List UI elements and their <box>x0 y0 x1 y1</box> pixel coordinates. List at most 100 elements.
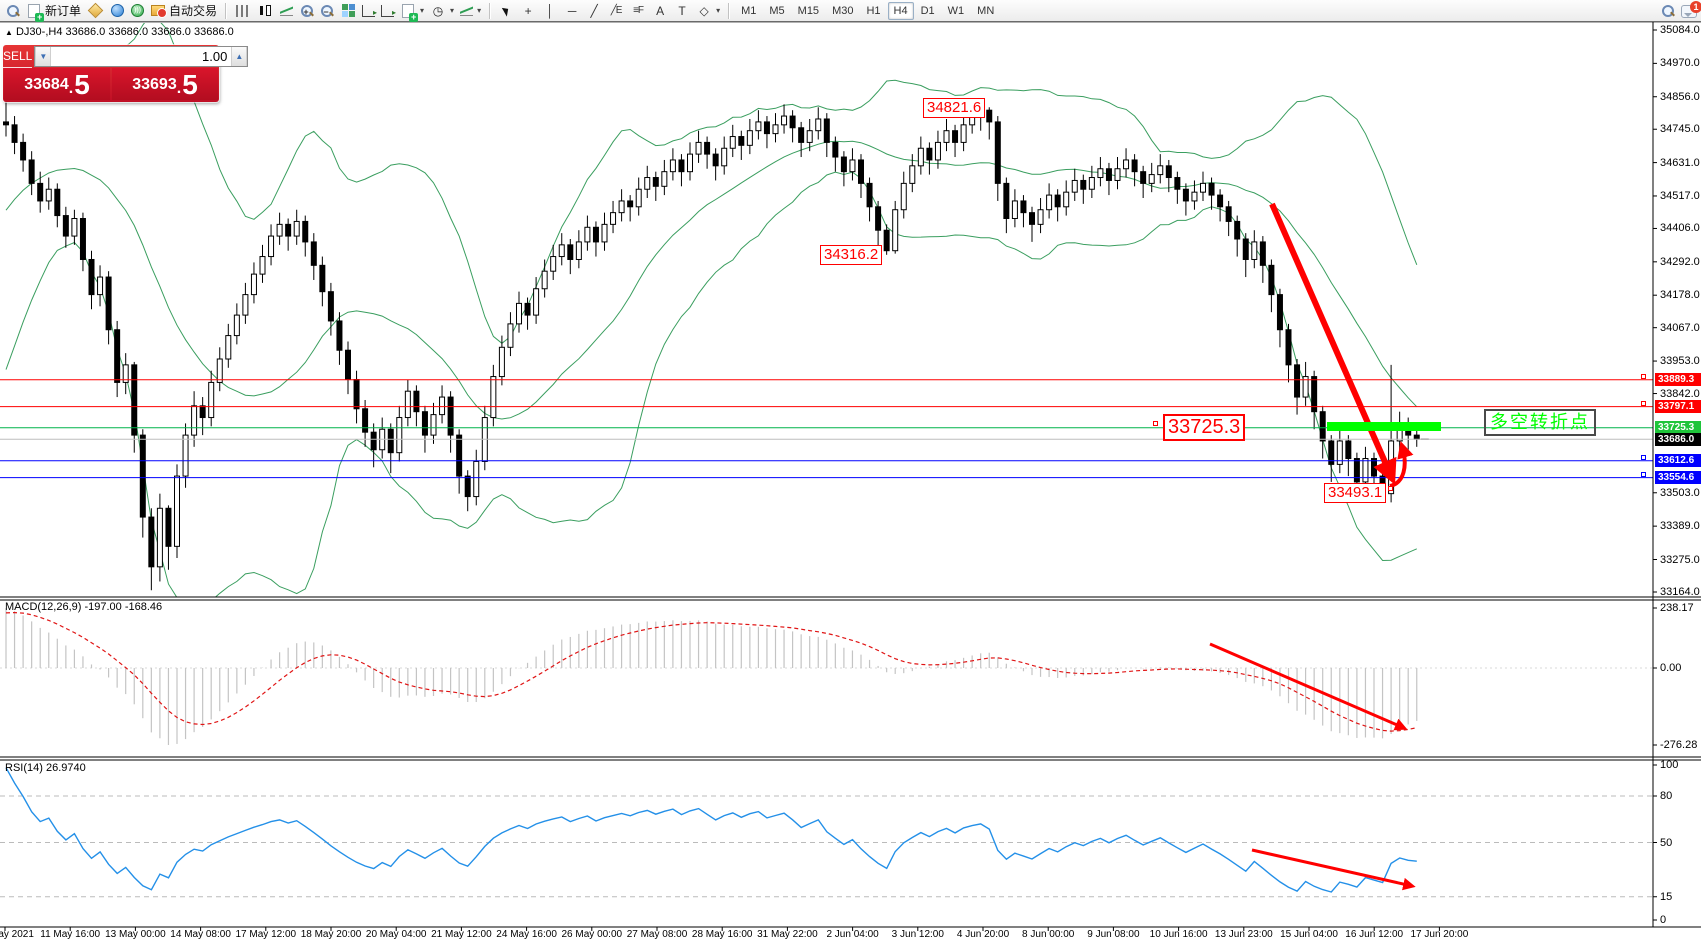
collapse-icon[interactable]: ▲ <box>5 28 13 37</box>
sell-price[interactable]: 33684. 5 <box>4 68 110 100</box>
auto-scroll-icon <box>362 4 377 21</box>
timeframe-mn[interactable]: MN <box>977 4 995 17</box>
timeframe-clock-button[interactable]: ◷ ▾ <box>427 1 457 21</box>
candle-body <box>516 302 522 325</box>
timeframe-clock-icon-dropdown[interactable]: ▾ <box>450 6 455 15</box>
chart-shift-button[interactable] <box>378 1 397 21</box>
candle-body <box>404 390 411 419</box>
buy-price[interactable]: 33693. 5 <box>112 68 218 100</box>
new-chart-icon-dropdown[interactable]: ▾ <box>420 6 425 15</box>
macd-panel <box>0 608 1653 745</box>
zoom-out-icon: − <box>320 4 334 18</box>
label-icon: T <box>678 3 686 18</box>
vline-button[interactable]: │ <box>539 1 561 21</box>
candle-body <box>1165 165 1172 179</box>
timeframe-m30[interactable]: M30 <box>832 4 854 17</box>
cursor-icon <box>498 3 514 19</box>
label-button[interactable]: T <box>671 1 693 21</box>
candle-body <box>652 177 659 187</box>
candle-body <box>1225 206 1232 222</box>
tile-windows-button[interactable] <box>337 1 359 21</box>
candle-body <box>353 378 360 410</box>
candle-body <box>832 141 839 158</box>
text-button[interactable]: A <box>649 1 671 21</box>
chart-bars-button[interactable] <box>231 1 253 21</box>
candle-body <box>456 434 463 477</box>
timeframe-w1[interactable]: W1 <box>947 4 965 17</box>
text-icon: A <box>656 3 665 18</box>
candle-body <box>122 364 129 383</box>
candle-body <box>567 244 574 260</box>
zoom-out-button[interactable]: − <box>317 1 337 21</box>
cursor-button[interactable] <box>495 1 517 21</box>
new-order-button[interactable]: 新订单 <box>23 1 84 22</box>
candle-body <box>131 364 138 436</box>
candle-body <box>3 121 9 126</box>
volume-increase-button[interactable]: ▲ <box>231 47 248 66</box>
candle-body <box>858 159 864 184</box>
chat-icon[interactable]: 1 <box>1681 0 1701 18</box>
candle-body <box>28 159 35 184</box>
shapes-icon-dropdown[interactable]: ▾ <box>716 6 721 15</box>
candle-body <box>840 156 847 173</box>
volume-input[interactable] <box>51 47 232 66</box>
hline-button[interactable]: ─ <box>561 1 583 21</box>
fibonacci-button[interactable]: ≡F <box>627 1 649 21</box>
candle-body <box>105 276 112 331</box>
timeframe-m1[interactable]: M1 <box>741 4 757 17</box>
candle-body <box>729 136 736 149</box>
timeframe-h1[interactable]: H1 <box>866 4 881 17</box>
candle-body <box>165 507 172 547</box>
autotrade-button[interactable]: 自动交易 <box>147 1 220 21</box>
timeframe-d1[interactable]: D1 <box>920 4 935 17</box>
candle-body <box>1413 434 1420 440</box>
candle-body <box>1011 200 1018 220</box>
crystal-button[interactable] <box>84 1 106 21</box>
crosshair-button[interactable]: + <box>517 1 539 21</box>
candle-body <box>952 130 959 143</box>
indicators-icon-dropdown[interactable]: ▾ <box>477 6 482 15</box>
trend-arrow-main[interactable] <box>1269 202 1397 485</box>
trendline-button[interactable]: ╱ <box>583 1 605 21</box>
timeframe-h4[interactable]: H4 <box>887 1 914 20</box>
signal-button[interactable]: ))) <box>128 1 147 21</box>
toolbar: 新订单)))自动交易 +−▾◷▾▾ +│─╱╱E≡FAT◇▾ M1M5M15M3… <box>0 0 1701 22</box>
chart-line-button[interactable] <box>275 1 297 21</box>
candle-body <box>926 147 933 161</box>
zoom-in-button[interactable]: + <box>297 1 317 21</box>
auto-scroll-button[interactable] <box>359 1 378 21</box>
search-icon[interactable] <box>1661 4 1675 18</box>
candle-body <box>866 182 873 208</box>
chart-candles-button[interactable] <box>253 1 275 21</box>
shapes-button[interactable]: ◇ ▾ <box>693 1 723 21</box>
bounce-arrow-up[interactable] <box>1389 441 1414 488</box>
new-chart-button[interactable]: ▾ <box>397 1 427 22</box>
macd-arrow[interactable] <box>1209 642 1408 731</box>
candle-body <box>310 241 317 266</box>
candle-body <box>1328 440 1335 465</box>
candle-body <box>712 153 719 167</box>
timeframe-m15[interactable]: M15 <box>797 4 820 17</box>
community-button[interactable] <box>106 1 128 21</box>
rsi-arrow[interactable] <box>1251 848 1416 891</box>
channel-button[interactable]: ╱E <box>605 1 627 21</box>
sell-button[interactable]: SELL <box>3 45 33 68</box>
candle-body <box>362 408 369 433</box>
candle-body <box>1268 264 1275 296</box>
indicators-button[interactable]: ▾ <box>457 1 484 21</box>
timeframe-m5[interactable]: M5 <box>769 4 785 17</box>
candle-body <box>883 229 890 252</box>
timeframe-clock-icon: ◷ <box>432 3 444 18</box>
candle-body <box>464 475 471 498</box>
candle-body <box>473 460 480 498</box>
autotrade-icon <box>150 3 168 19</box>
candle-body <box>1140 171 1147 184</box>
candle-body <box>336 320 343 351</box>
buy-button[interactable]: BUY <box>250 45 276 68</box>
support-zone-rectangle[interactable] <box>1327 422 1441 431</box>
market-watch-button[interactable] <box>3 1 23 21</box>
candle-body <box>986 109 993 123</box>
channel-icon: ╱E <box>610 4 623 16</box>
volume-decrease-button[interactable]: ▼ <box>35 47 52 66</box>
